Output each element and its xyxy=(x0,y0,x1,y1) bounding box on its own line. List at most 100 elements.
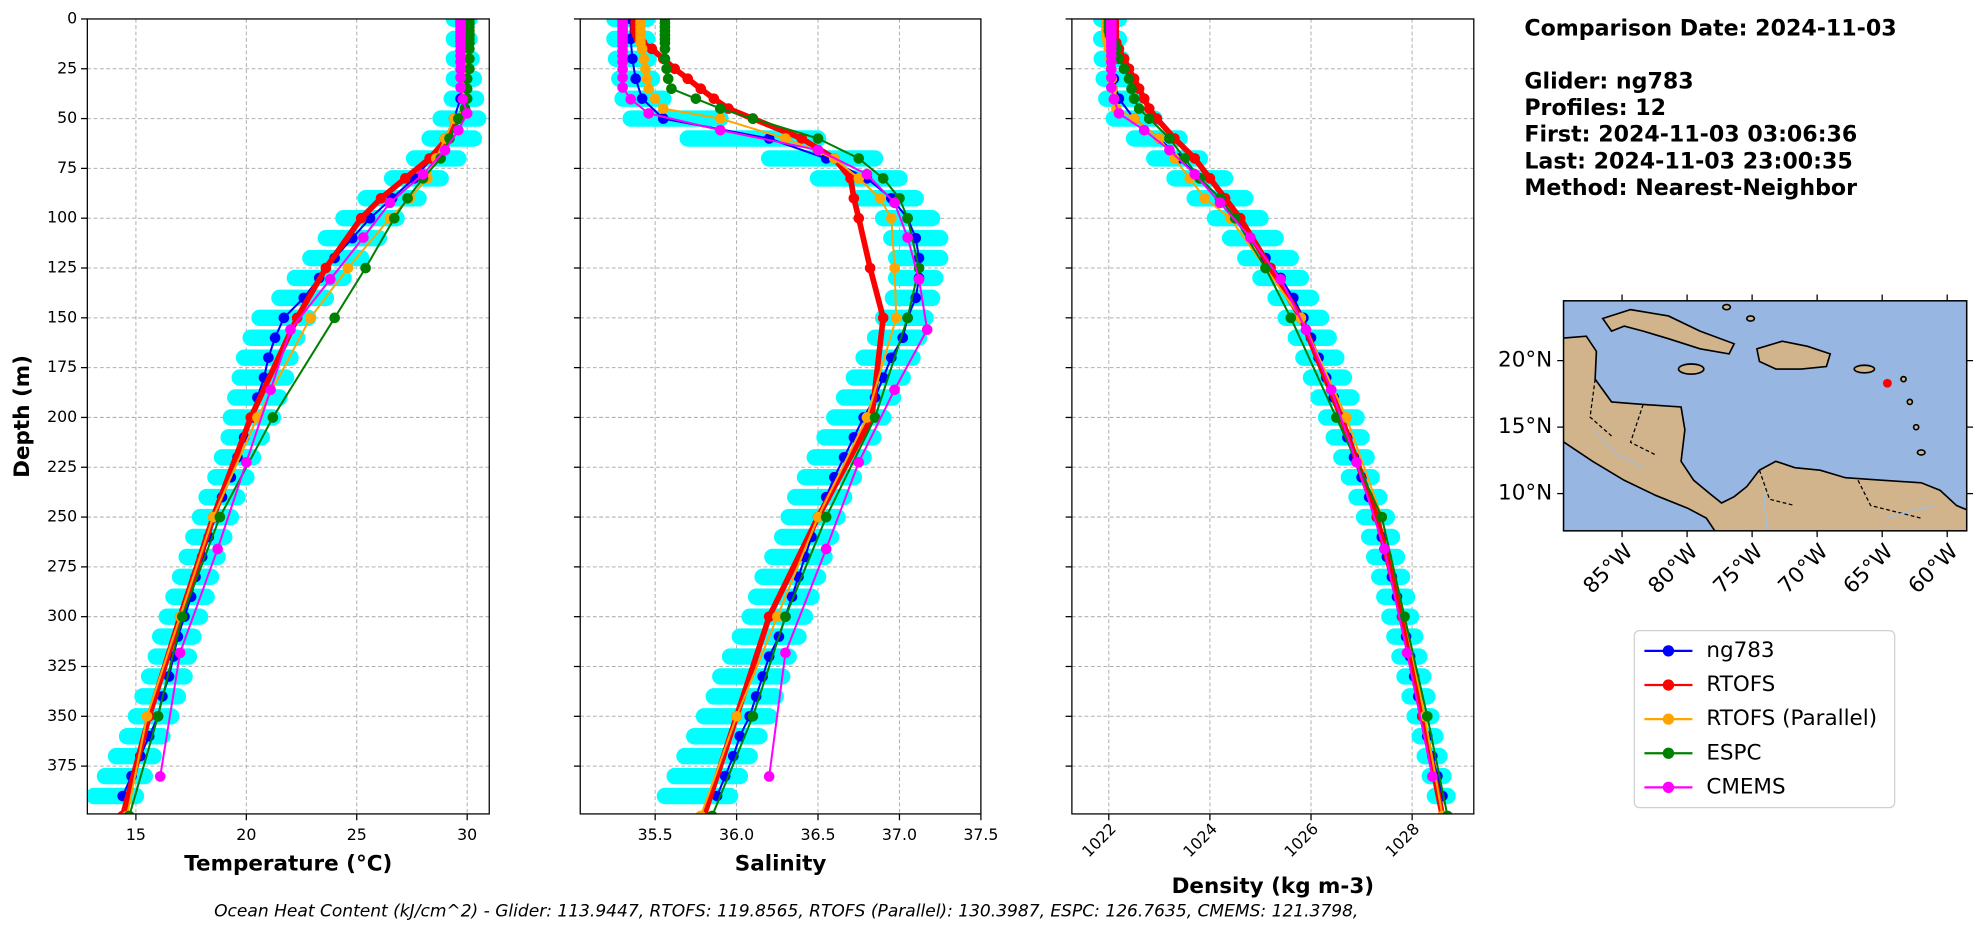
series-point xyxy=(1128,93,1140,104)
series-point xyxy=(1164,144,1175,156)
series-point xyxy=(464,43,475,55)
info-line: First: 2024-11-03 03:06:36 xyxy=(1524,122,1857,148)
series-point xyxy=(141,710,153,722)
series-point xyxy=(263,352,274,363)
series-point xyxy=(324,274,336,285)
info-line: Last: 2024-11-03 23:00:35 xyxy=(1524,148,1852,174)
series-point xyxy=(731,710,742,722)
series-point xyxy=(853,212,865,224)
series-point xyxy=(889,197,900,209)
series-point xyxy=(1123,73,1135,85)
series-point xyxy=(638,53,650,65)
footer-text: Ocean Heat Content (kJ/cm^2) - Glider: 1… xyxy=(214,901,1358,921)
series-point xyxy=(659,43,671,55)
series-point xyxy=(1113,108,1125,119)
info-line: Profiles: 12 xyxy=(1524,95,1666,121)
series-point xyxy=(1169,153,1180,164)
series-point xyxy=(453,113,464,124)
y-tick-label: 225 xyxy=(47,457,77,476)
series-point xyxy=(853,153,865,164)
series-point xyxy=(1214,197,1226,209)
series-point xyxy=(214,511,226,523)
series-point xyxy=(695,83,707,95)
land-island xyxy=(1900,375,1907,383)
series-point xyxy=(812,133,824,144)
axes-frame xyxy=(579,18,982,815)
series-point xyxy=(640,63,651,75)
legend-label: ng783 xyxy=(1706,638,1774,663)
series-point xyxy=(796,133,808,144)
series-point xyxy=(902,232,913,243)
series-point xyxy=(439,144,451,156)
series-point xyxy=(1106,82,1117,93)
y-tick-label: 125 xyxy=(47,258,77,277)
x-tick-label: 1028 xyxy=(1381,819,1423,861)
land-mainland xyxy=(1563,335,1967,531)
series-point xyxy=(1138,93,1150,104)
series-point xyxy=(461,108,473,119)
series-point xyxy=(455,63,466,75)
map-frame xyxy=(1562,300,1968,532)
series-line xyxy=(159,19,469,777)
series-point xyxy=(1189,168,1201,180)
series-point xyxy=(636,93,648,104)
y-tick-label: 200 xyxy=(47,407,77,426)
series-point xyxy=(630,73,641,85)
legend-box xyxy=(1633,630,1896,809)
map-lon-label: 65°W xyxy=(1839,539,1899,599)
border xyxy=(1857,479,1922,519)
series-point xyxy=(734,730,746,742)
series-point xyxy=(1143,113,1155,124)
series-point xyxy=(360,262,371,274)
y-axis-label: Depth (m) xyxy=(10,355,35,478)
series-point xyxy=(864,262,876,274)
series-point xyxy=(1133,83,1145,95)
series-point xyxy=(1351,456,1362,468)
x-tick-label: 37.5 xyxy=(963,825,998,844)
series-point xyxy=(342,262,354,274)
map-lon-label: 70°W xyxy=(1774,539,1834,599)
plot-area xyxy=(606,18,949,814)
series-point xyxy=(285,324,296,335)
series-point xyxy=(1245,232,1256,243)
series-point xyxy=(690,93,702,104)
x-tick-label: 1022 xyxy=(1078,819,1120,861)
series-point xyxy=(662,73,674,85)
legend-label: ESPC xyxy=(1706,740,1761,765)
series-point xyxy=(435,153,446,164)
x-tick-label: 37.0 xyxy=(882,825,917,844)
series-point xyxy=(269,332,281,344)
series-point xyxy=(417,168,429,180)
y-tick-label: 25 xyxy=(57,58,77,77)
series-point xyxy=(714,124,726,136)
series-point xyxy=(763,611,775,622)
land-island xyxy=(1916,449,1926,456)
series-point xyxy=(457,93,469,105)
series-point xyxy=(627,53,638,65)
series-point xyxy=(913,274,925,285)
series-point xyxy=(355,212,367,224)
map-lon-label: 60°W xyxy=(1904,539,1964,599)
series-point xyxy=(154,771,166,782)
series-point xyxy=(625,93,637,105)
y-tick-label: 325 xyxy=(47,656,77,675)
legend-label: RTOFS xyxy=(1706,672,1775,697)
axes-frame xyxy=(86,18,490,815)
series-point xyxy=(265,384,276,396)
series-point xyxy=(921,324,933,335)
series-point xyxy=(1401,647,1413,659)
series-point xyxy=(375,192,387,204)
map: 85°W 80°W 75°W 70°W 65°W 60°W 10°N 15°N 20°N xyxy=(1498,294,1974,599)
series-point xyxy=(763,771,775,782)
series-point xyxy=(877,372,889,383)
series-point xyxy=(641,73,653,85)
x-tick-label: 15 xyxy=(126,825,146,844)
map-lon-label: 80°W xyxy=(1644,539,1704,599)
map-rivers xyxy=(1592,429,1935,531)
series-point xyxy=(695,810,706,814)
series-point xyxy=(682,73,694,85)
series-point xyxy=(649,93,661,104)
series-point xyxy=(657,103,669,114)
